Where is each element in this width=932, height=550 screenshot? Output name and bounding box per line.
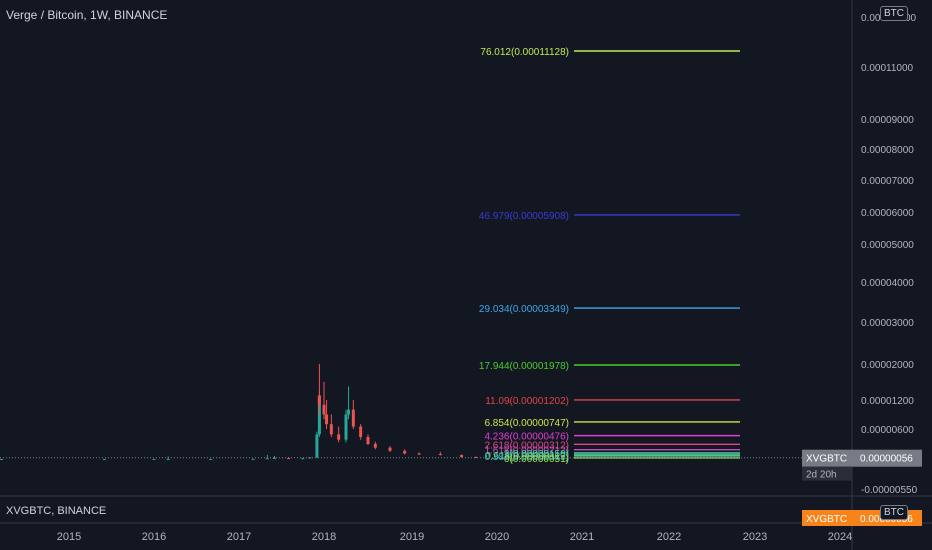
candle-body-3 — [166, 458, 170, 460]
candle-body-27 — [438, 454, 442, 455]
x-tick-2016: 2016 — [142, 531, 166, 543]
price-tag-countdown: 2d 20h — [806, 470, 837, 481]
price-tag-bg — [802, 449, 922, 467]
candle-body-15 — [325, 414, 329, 425]
y-tick-3: 0.00007000 — [861, 176, 914, 187]
candle-body-8 — [287, 458, 291, 459]
fib-label-9: 1(0.00000150) — [504, 449, 569, 460]
fib-label-12: 0(0.00000051) — [504, 454, 569, 465]
candle-body-18 — [344, 414, 348, 440]
y-tick-0: 0.00011000 — [861, 63, 914, 74]
candle-body-14 — [322, 404, 326, 415]
time-axis: 2015 2016 2017 2018 2019 2020 2021 2022 2023 2024 — [57, 531, 852, 543]
x-tick-2020: 2020 — [485, 531, 509, 543]
candle-body-0 — [0, 458, 3, 460]
candle-body-13 — [317, 395, 321, 405]
currency-tag-top: BTC — [880, 6, 908, 21]
price-axis: 0.00011000 0.00009000 0.00008000 0.00007000… — [861, 13, 918, 496]
candle-body-24 — [388, 447, 392, 451]
x-tick-2018: 2018 — [312, 531, 336, 543]
y-tick-5: 0.00005000 — [861, 240, 914, 251]
x-tick-2022: 2022 — [657, 531, 681, 543]
fib-label-1: 46.979(0.00005908) — [479, 211, 569, 222]
x-tick-2019: 2019 — [400, 531, 424, 543]
price-tag-value: 0.00000056 — [860, 454, 913, 465]
candle-body-25 — [403, 450, 407, 454]
candle-body-1 — [102, 458, 106, 460]
y-tick-8: 0.00002000 — [861, 360, 914, 371]
fib-label-6: 4.236(0.00000476) — [484, 432, 569, 443]
fib-label-7: 2.618(0.00000312) — [484, 440, 569, 451]
y-tick-10: 0.00000600 — [861, 425, 914, 436]
candle-body-26 — [417, 453, 421, 455]
candle-body-16 — [329, 424, 333, 435]
candles — [0, 364, 478, 460]
candle-body-21 — [359, 426, 363, 437]
y-tick-1: 0.00009000 — [861, 115, 914, 126]
candle-body-2 — [152, 458, 156, 460]
candle-body-12 — [317, 395, 321, 435]
fib-label-3: 17.944(0.00001978) — [479, 361, 569, 372]
fib-label-11: 0.382(0.00000089) — [484, 452, 569, 463]
y-tick-2: 0.00008000 — [861, 145, 914, 156]
y-tick-4: 0.00006000 — [861, 208, 914, 219]
fib-label-4: 11.09(0.00001202) — [485, 396, 569, 407]
y-tick-11: -0.00000550 — [861, 485, 918, 496]
fib-label-5: 6.854(0.00000747) — [484, 418, 569, 429]
candle-body-22 — [366, 437, 370, 444]
candle-body-11 — [315, 434, 319, 458]
candle-body-17 — [337, 434, 341, 440]
x-tick-2017: 2017 — [227, 531, 251, 543]
x-tick-2023: 2023 — [743, 531, 767, 543]
fib-label-10: 0.618(0.00000112) — [485, 451, 569, 462]
candle-body-6 — [265, 458, 269, 460]
candle-body-9 — [301, 458, 305, 460]
currency-tag-bottom: BTC — [880, 505, 908, 520]
y-tick-6: 0.00004000 — [861, 278, 914, 289]
fib-levels: 76.012(0.00011128) 46.979(0.00005908) 29.0… — [479, 47, 740, 465]
candle-body-7 — [272, 458, 276, 459]
x-tick-2024: 2024 — [828, 531, 852, 543]
candle-body-20 — [351, 409, 355, 427]
fib-label-8: 1.618(0.00000212) — [484, 446, 569, 457]
y-tick-top-partial: 0.00 — [861, 13, 881, 24]
candle-body-23 — [373, 443, 377, 448]
y-tick-7: 0.00003000 — [861, 318, 914, 329]
candle-body-29 — [474, 457, 478, 458]
candle-body-28 — [460, 455, 464, 457]
candle-body-5 — [251, 458, 255, 460]
indicator-tag-symbol: XVGBTC — [806, 514, 847, 525]
x-tick-2015: 2015 — [57, 531, 81, 543]
countdown-bg — [802, 466, 852, 481]
y-tick-9: 0.00001200 — [861, 396, 914, 407]
chart-title: Verge / Bitcoin, 1W, BINANCE — [6, 8, 168, 22]
fib-label-2: 29.034(0.00003349) — [479, 304, 569, 315]
indicator-title: XVGBTC, BINANCE — [6, 505, 107, 517]
candle-body-19 — [347, 409, 351, 415]
candle-body-4 — [209, 458, 213, 460]
x-tick-2021: 2021 — [570, 531, 594, 543]
fib-label-0: 76.012(0.00011128) — [480, 47, 569, 58]
y-tick-top-partial-end: 00 — [905, 13, 917, 24]
price-tag-symbol: XVGBTC — [806, 454, 847, 465]
